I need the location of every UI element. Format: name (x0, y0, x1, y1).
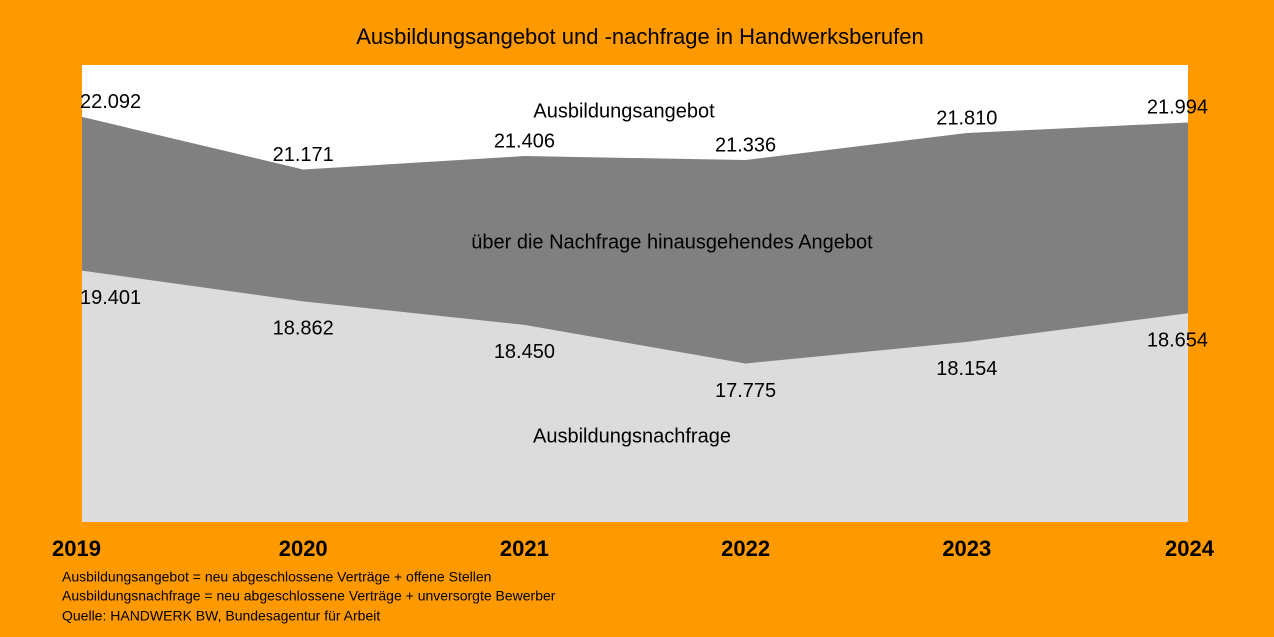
series-label: Ausbildungsangebot (533, 100, 715, 122)
data-label: 21.994 (1147, 97, 1208, 119)
note: Ausbildungsangebot = neu abgeschlossene … (62, 569, 491, 585)
data-label: 22.092 (80, 91, 141, 113)
data-label: 17.775 (715, 380, 776, 402)
data-label: 21.171 (273, 144, 334, 166)
note: Ausbildungsnachfrage = neu abgeschlossen… (62, 588, 556, 604)
x-tick-label: 2019 (52, 536, 101, 561)
chart-title: Ausbildungsangebot und -nachfrage in Han… (356, 24, 924, 49)
data-label: 18.654 (1147, 330, 1208, 352)
note: Quelle: HANDWERK BW, Bundesagentur für A… (62, 608, 380, 624)
data-label: 18.862 (273, 318, 334, 340)
x-tick-label: 2022 (721, 536, 770, 561)
annotation: über die Nachfrage hinausgehendes Angebo… (471, 231, 873, 253)
data-label: 21.810 (936, 107, 997, 129)
data-label: 19.401 (80, 287, 141, 309)
series-label: Ausbildungsnachfrage (533, 425, 731, 447)
data-label: 18.450 (494, 341, 555, 363)
data-label: 18.154 (936, 358, 997, 380)
x-tick-label: 2023 (942, 536, 991, 561)
x-tick-label: 2020 (279, 536, 328, 561)
area (82, 270, 1188, 522)
x-tick-label: 2021 (500, 536, 549, 561)
x-tick-label: 2024 (1165, 536, 1215, 561)
data-label: 21.336 (715, 134, 776, 156)
data-label: 21.406 (494, 130, 555, 152)
